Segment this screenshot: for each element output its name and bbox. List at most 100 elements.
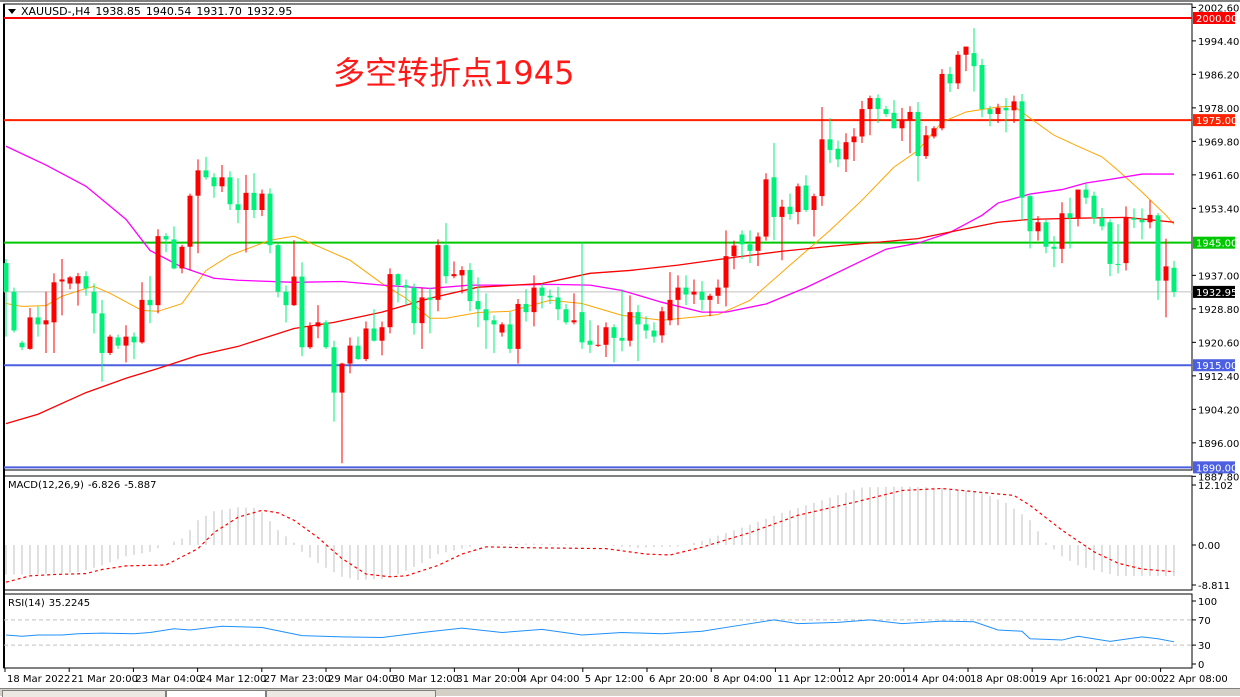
candle[interactable]	[715, 279, 721, 304]
candle[interactable]	[139, 282, 145, 344]
candle[interactable]	[611, 324, 617, 363]
candle[interactable]	[179, 244, 185, 274]
candle[interactable]	[75, 272, 81, 306]
candle[interactable]	[555, 286, 561, 321]
candle[interactable]	[675, 275, 681, 326]
candle[interactable]	[211, 173, 217, 198]
candle[interactable]	[155, 229, 161, 314]
candle[interactable]	[1027, 193, 1033, 249]
candle[interactable]	[955, 51, 961, 90]
candle[interactable]	[1051, 236, 1057, 268]
candle[interactable]	[947, 67, 953, 92]
candle[interactable]	[59, 259, 65, 316]
candle[interactable]	[163, 233, 169, 253]
chart-tab[interactable]	[266, 690, 436, 697]
candle[interactable]	[315, 305, 321, 339]
candle[interactable]	[443, 223, 449, 284]
candle[interactable]	[883, 105, 889, 117]
candle[interactable]	[643, 316, 649, 339]
candle[interactable]	[491, 315, 497, 353]
candle[interactable]	[635, 305, 641, 362]
candle[interactable]	[379, 321, 385, 356]
candle[interactable]	[587, 320, 593, 353]
candle[interactable]	[739, 230, 745, 260]
candle[interactable]	[899, 107, 905, 141]
candle[interactable]	[107, 334, 113, 356]
candle[interactable]	[843, 133, 849, 173]
candle[interactable]	[667, 272, 673, 326]
candle[interactable]	[539, 283, 545, 309]
candle[interactable]	[995, 103, 1001, 123]
candle[interactable]	[1083, 183, 1089, 204]
candle[interactable]	[347, 337, 353, 374]
candle[interactable]	[131, 332, 137, 360]
candle[interactable]	[11, 287, 17, 333]
candle[interactable]	[819, 107, 825, 206]
candle[interactable]	[1139, 208, 1145, 240]
candle[interactable]	[867, 95, 873, 136]
candle[interactable]	[731, 240, 737, 270]
candle[interactable]	[699, 281, 705, 311]
candle[interactable]	[35, 306, 41, 337]
candle[interactable]	[227, 171, 233, 210]
candle[interactable]	[1131, 208, 1137, 228]
candle[interactable]	[451, 261, 457, 279]
candle[interactable]	[691, 279, 697, 304]
candle[interactable]	[1059, 202, 1065, 264]
candle[interactable]	[835, 140, 841, 168]
candle[interactable]	[1099, 207, 1105, 231]
candle[interactable]	[403, 279, 409, 306]
candle[interactable]	[283, 285, 289, 323]
candle[interactable]	[1107, 219, 1113, 277]
candle[interactable]	[1075, 189, 1081, 227]
candle[interactable]	[659, 306, 665, 343]
candle[interactable]	[755, 232, 761, 266]
candle[interactable]	[171, 226, 177, 270]
candle[interactable]	[531, 275, 537, 327]
candle[interactable]	[355, 336, 361, 360]
candle[interactable]	[19, 340, 25, 351]
candle[interactable]	[147, 276, 153, 324]
candle[interactable]	[603, 322, 609, 358]
candle[interactable]	[1171, 260, 1177, 298]
candle[interactable]	[683, 275, 689, 306]
candle[interactable]	[779, 199, 785, 261]
candle[interactable]	[291, 240, 297, 306]
candle[interactable]	[795, 183, 801, 225]
candle[interactable]	[235, 178, 241, 224]
candle[interactable]	[651, 322, 657, 343]
candle[interactable]	[123, 325, 129, 363]
candle[interactable]	[339, 362, 345, 464]
candle[interactable]	[435, 239, 441, 312]
candle[interactable]	[763, 173, 769, 241]
candle[interactable]	[827, 118, 833, 164]
chart-tab-active[interactable]	[166, 690, 266, 697]
candle[interactable]	[1043, 219, 1049, 254]
candle[interactable]	[475, 277, 481, 328]
candle[interactable]	[83, 271, 89, 296]
candle[interactable]	[307, 322, 313, 349]
candle[interactable]	[875, 94, 881, 123]
candle[interactable]	[419, 287, 425, 349]
candle[interactable]	[395, 273, 401, 303]
candle[interactable]	[1011, 95, 1017, 123]
candle[interactable]	[371, 309, 377, 342]
candle[interactable]	[427, 287, 433, 334]
candle[interactable]	[1123, 206, 1129, 271]
candle[interactable]	[251, 173, 257, 219]
candle[interactable]	[467, 263, 473, 312]
candle[interactable]	[571, 293, 577, 325]
candle[interactable]	[915, 102, 921, 182]
candle[interactable]	[803, 175, 809, 213]
candle[interactable]	[931, 126, 937, 139]
candle[interactable]	[411, 283, 417, 335]
candle[interactable]	[67, 276, 73, 290]
candle[interactable]	[275, 242, 281, 298]
candle[interactable]	[1091, 191, 1097, 224]
candle[interactable]	[547, 289, 553, 304]
candle[interactable]	[1147, 200, 1153, 229]
candle[interactable]	[851, 128, 857, 161]
candle[interactable]	[299, 262, 305, 357]
candle[interactable]	[1067, 197, 1073, 249]
